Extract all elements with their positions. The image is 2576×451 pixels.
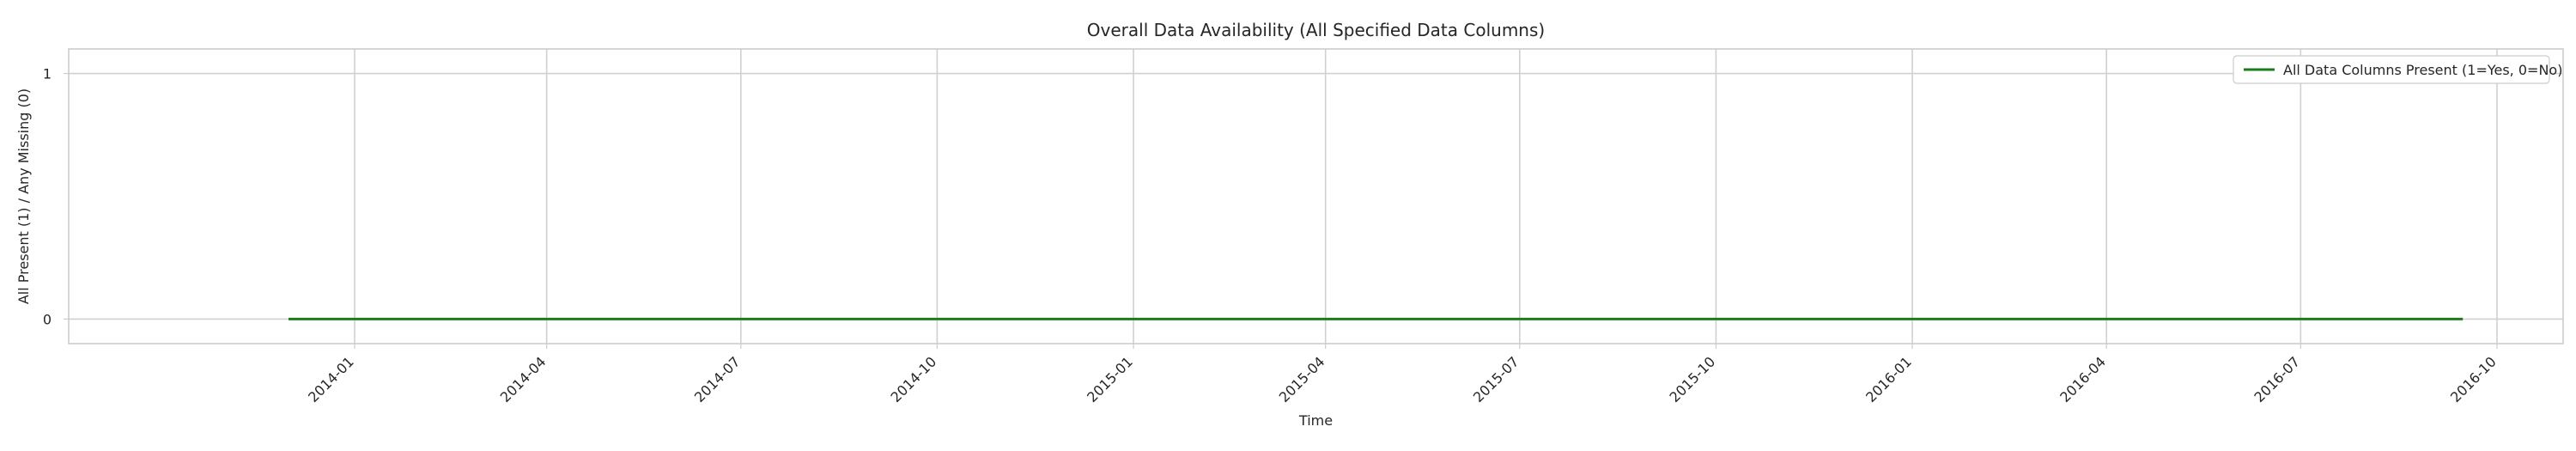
legend: All Data Columns Present (1=Yes, 0=No): [2233, 55, 2562, 84]
y-tick-label: 1: [43, 66, 52, 82]
plot-frame: [68, 48, 2564, 344]
y-axis-label: All Present (1) / Any Missing (0): [15, 88, 32, 304]
y-tick-label: 0: [43, 311, 52, 327]
chart-title: Overall Data Availability (All Specified…: [1087, 20, 1545, 40]
legend-box: [2233, 55, 2550, 84]
legend-entry-label: All Data Columns Present (1=Yes, 0=No): [2283, 62, 2562, 78]
x-axis-label: Time: [1298, 412, 1333, 429]
